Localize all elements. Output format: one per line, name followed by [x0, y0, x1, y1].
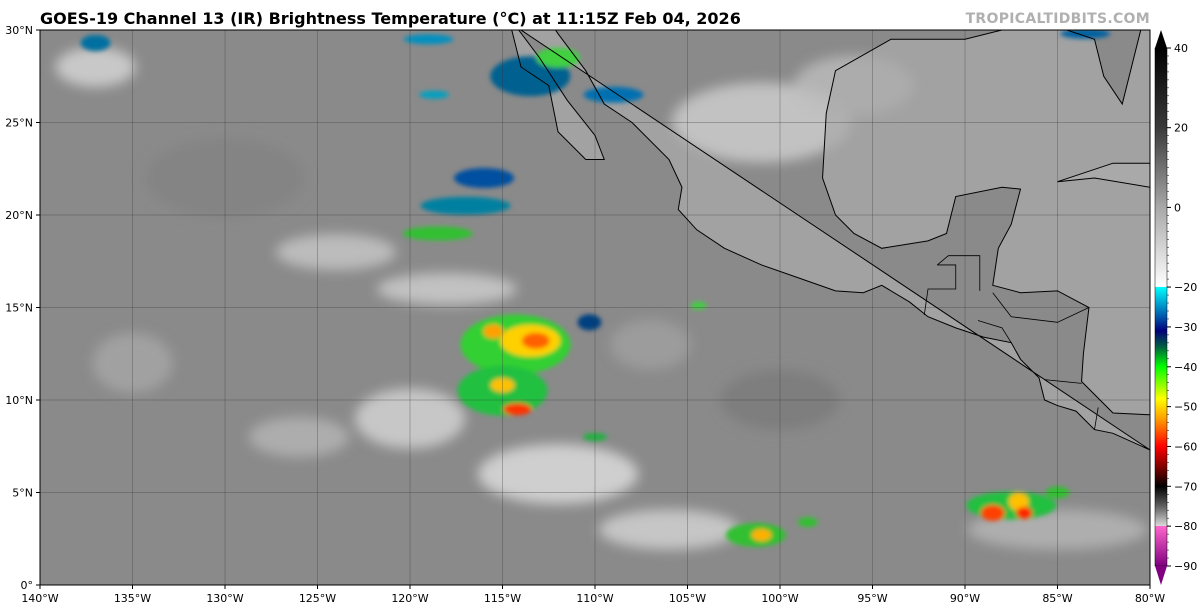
cold-cloud-feature	[419, 90, 450, 99]
cold-cloud-feature	[402, 226, 473, 241]
colorbar-tick-label: −20	[1174, 281, 1197, 294]
cold-cloud-feature	[483, 324, 504, 339]
longitude-label: 85°W	[1042, 592, 1072, 605]
longitude-label: 95°W	[857, 592, 887, 605]
cold-cloud-feature	[420, 196, 511, 215]
latitude-label: 20°N	[5, 209, 33, 222]
longitude-label: 90°W	[950, 592, 980, 605]
latitude-label: 30°N	[5, 24, 33, 37]
cold-cloud-feature	[536, 47, 580, 68]
colorbar-tick-label: 40	[1174, 42, 1188, 55]
coastlines	[510, 30, 1150, 451]
latitude-label: 10°N	[5, 394, 33, 407]
colorbar-tick-label: −80	[1174, 520, 1197, 533]
latitude-label: 25°N	[5, 117, 33, 130]
latitude-label: 5°N	[12, 487, 33, 500]
cold-cloud-feature	[583, 86, 644, 103]
longitude-label: 80°W	[1135, 592, 1165, 605]
cold-cloud-feature	[503, 403, 532, 416]
cold-cloud-feature	[454, 168, 514, 188]
longitude-axis: 140°W 135°W 130°W 125°W 120°W 115°W 110°W 105°W…	[21, 585, 1165, 605]
cold-cloud-feature	[80, 34, 111, 51]
latitude-label: 15°N	[5, 302, 33, 315]
cold-cloud-feature	[403, 34, 454, 45]
colorbar: 40 20 0 −20 −30 −40 −50 −60 −70 −80 −90	[1154, 30, 1197, 585]
landmass	[511, 30, 1150, 450]
colorbar-tick-label: −50	[1174, 401, 1197, 414]
longitude-label: 110°W	[576, 592, 613, 605]
colorbar-tick-label: −40	[1174, 361, 1197, 374]
colorbar-scale	[1154, 47, 1168, 567]
colorbar-tick-label: 0	[1174, 201, 1181, 214]
map-title: GOES-19 Channel 13 (IR) Brightness Tempe…	[40, 9, 741, 28]
longitude-label: 135°W	[114, 592, 151, 605]
colorbar-tick-label: −90	[1174, 560, 1197, 573]
colorbar-tick-label: 20	[1174, 122, 1188, 135]
longitude-label: 125°W	[299, 592, 336, 605]
latitude-label: 0°	[21, 579, 34, 592]
cold-cloud-feature	[690, 301, 707, 310]
cold-cloud-feature	[1008, 492, 1029, 511]
longitude-label: 115°W	[484, 592, 521, 605]
cold-cloud-feature	[1016, 506, 1033, 519]
longitude-label: 120°W	[391, 592, 428, 605]
cold-cloud-feature	[797, 517, 818, 528]
colorbar-tick-label: −70	[1174, 480, 1197, 493]
credit-watermark: TROPICALTIDBITS.COM	[965, 11, 1150, 27]
longitude-label: 100°W	[761, 592, 798, 605]
cold-cloud-feature	[577, 314, 602, 331]
graticule	[40, 30, 1150, 585]
colorbar-extend-top	[1155, 30, 1167, 48]
longitude-label: 105°W	[669, 592, 706, 605]
colorbar-tick-label: −30	[1174, 321, 1197, 334]
colorbar-extend-bottom	[1155, 566, 1167, 585]
cold-cloud-feature	[751, 529, 772, 542]
colorbar-tick-label: −60	[1174, 440, 1197, 453]
latitude-axis: 0° 5°N 10°N 15°N 20°N 25°N 30°N	[5, 24, 40, 592]
longitude-label: 140°W	[21, 592, 58, 605]
cold-cloud-feature	[521, 332, 550, 349]
cold-cloud-feature	[980, 504, 1005, 521]
longitude-label: 130°W	[206, 592, 243, 605]
